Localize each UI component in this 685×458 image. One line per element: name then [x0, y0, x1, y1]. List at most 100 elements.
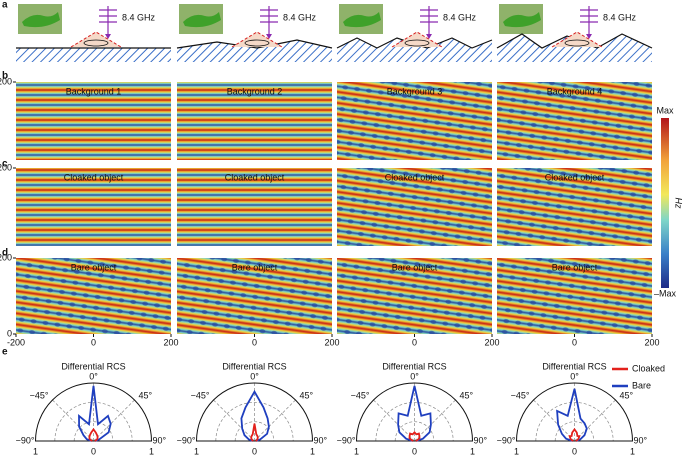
ground-line — [176, 39, 333, 49]
polar-title: Differential RCS — [222, 361, 286, 371]
x-tick-label: 200 — [644, 337, 659, 347]
map-title: Cloaked object — [385, 172, 445, 182]
radial-label: 1 — [354, 446, 359, 456]
polar-spoke — [254, 399, 296, 442]
photo-subject — [503, 12, 541, 28]
radial-label: 1 — [310, 446, 315, 456]
arrow — [105, 34, 111, 39]
radial-label: 1 — [33, 446, 38, 456]
cloaked-curve — [88, 427, 99, 442]
radial-label: 1 — [470, 446, 475, 456]
object — [404, 39, 430, 47]
polar-title: Differential RCS — [542, 361, 606, 371]
polar-ring — [73, 421, 114, 442]
angle-label: −90° — [16, 435, 35, 445]
colorbar-min: –Max — [654, 288, 677, 298]
angle-label: 90° — [474, 435, 488, 445]
bare-curve — [397, 385, 432, 442]
ground-line — [496, 33, 653, 49]
map-title: Bare object — [392, 262, 438, 272]
map-title: Cloaked object — [545, 172, 605, 182]
polar-frame — [195, 382, 314, 442]
photo-subject — [343, 12, 381, 28]
field-map — [337, 258, 492, 334]
cloak — [391, 31, 443, 48]
x-tick-label: 0 — [412, 337, 417, 347]
ground-fill — [337, 38, 492, 62]
object — [564, 39, 590, 47]
polar-frame — [515, 382, 634, 442]
map-title: Background 4 — [547, 86, 603, 96]
panel-label: e — [2, 347, 8, 358]
map-title: Cloaked object — [225, 172, 285, 182]
angle-label: −45° — [30, 390, 49, 400]
arrow — [266, 34, 272, 39]
colorbar-quantity: Hz — [674, 198, 684, 209]
angle-label: 45° — [460, 390, 474, 400]
ground-fill — [177, 40, 332, 62]
angle-label: −45° — [351, 390, 370, 400]
field-map — [497, 258, 652, 334]
photo-subject — [22, 12, 60, 28]
bare-curve — [240, 389, 270, 442]
polar-spoke — [373, 399, 415, 442]
frequency-label: 8.4 GHz — [122, 12, 156, 22]
bare-curve — [556, 388, 588, 442]
object — [83, 39, 109, 47]
x-tick-label: 0 — [572, 337, 577, 347]
map-title: Bare object — [232, 262, 278, 272]
y-tick-label: 200 — [0, 76, 12, 86]
polar-spoke — [213, 399, 255, 442]
y-tick-label: 0 — [7, 328, 12, 338]
angle-label: −90° — [337, 435, 356, 445]
y-tick-label: 200 — [0, 162, 12, 172]
radial-label: 0 — [572, 446, 577, 456]
x-tick-label: 200 — [163, 337, 178, 347]
polar-title: Differential RCS — [382, 361, 446, 371]
object — [244, 39, 270, 47]
y-tick-label: 200 — [0, 252, 12, 262]
radial-label: 1 — [630, 446, 635, 456]
polar-spoke — [93, 399, 135, 442]
angle-label: 90° — [634, 435, 648, 445]
x-tick-label: 200 — [324, 337, 339, 347]
map-title: Background 1 — [66, 86, 122, 96]
polar-frame — [34, 382, 153, 442]
panel-label: a — [2, 0, 8, 11]
angle-label: 90° — [314, 435, 328, 445]
polar-spoke — [533, 399, 575, 442]
polar-frame — [355, 382, 474, 442]
map-title: Background 2 — [227, 86, 283, 96]
legend-label: Bare — [632, 380, 651, 390]
cloak — [70, 31, 122, 48]
cloaked-curve — [568, 427, 581, 442]
polar-ring — [54, 401, 133, 442]
cloaked-curve — [408, 430, 421, 442]
radial-label: 0 — [412, 446, 417, 456]
angle-label: 45° — [300, 390, 314, 400]
panel-label: d — [2, 248, 8, 259]
panel-label: b — [2, 71, 8, 82]
field-map — [337, 82, 492, 160]
x-tick-label: -200 — [7, 337, 25, 347]
field-map — [177, 168, 332, 246]
radial-label: 0 — [252, 446, 257, 456]
panel-label: c — [2, 159, 8, 170]
field-map — [337, 168, 492, 246]
polar-ring — [375, 401, 454, 442]
cloak — [551, 31, 603, 48]
map-title: Background 3 — [387, 86, 443, 96]
polar-ring — [234, 421, 275, 442]
x-tick-label: 200 — [484, 337, 499, 347]
polar-title: Differential RCS — [61, 361, 125, 371]
field-map — [177, 258, 332, 334]
angle-label: −90° — [177, 435, 196, 445]
x-tick-label: 0 — [91, 337, 96, 347]
colorbar-max: Max — [656, 105, 674, 115]
angle-label: 0° — [410, 371, 419, 381]
field-map — [16, 168, 171, 246]
arrow — [426, 34, 432, 39]
angle-label: 90° — [153, 435, 167, 445]
polar-ring — [215, 401, 294, 442]
